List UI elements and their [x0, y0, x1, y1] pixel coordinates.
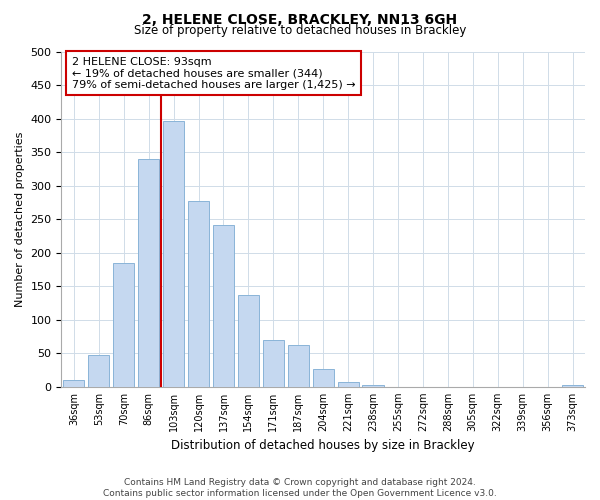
Bar: [238, 295, 259, 387]
Bar: [362, 386, 383, 387]
Bar: [163, 120, 184, 387]
Bar: [562, 386, 583, 387]
Bar: [113, 262, 134, 387]
Text: Contains HM Land Registry data © Crown copyright and database right 2024.
Contai: Contains HM Land Registry data © Crown c…: [103, 478, 497, 498]
Bar: [188, 201, 209, 387]
Text: 2 HELENE CLOSE: 93sqm
← 19% of detached houses are smaller (344)
79% of semi-det: 2 HELENE CLOSE: 93sqm ← 19% of detached …: [72, 56, 355, 90]
Bar: [313, 370, 334, 387]
Bar: [88, 356, 109, 387]
X-axis label: Distribution of detached houses by size in Brackley: Distribution of detached houses by size …: [172, 440, 475, 452]
Y-axis label: Number of detached properties: Number of detached properties: [15, 132, 25, 307]
Bar: [63, 380, 85, 387]
Bar: [287, 345, 309, 387]
Bar: [263, 340, 284, 387]
Bar: [213, 224, 234, 387]
Text: 2, HELENE CLOSE, BRACKLEY, NN13 6GH: 2, HELENE CLOSE, BRACKLEY, NN13 6GH: [142, 12, 458, 26]
Bar: [138, 159, 159, 387]
Text: Size of property relative to detached houses in Brackley: Size of property relative to detached ho…: [134, 24, 466, 37]
Bar: [338, 382, 359, 387]
